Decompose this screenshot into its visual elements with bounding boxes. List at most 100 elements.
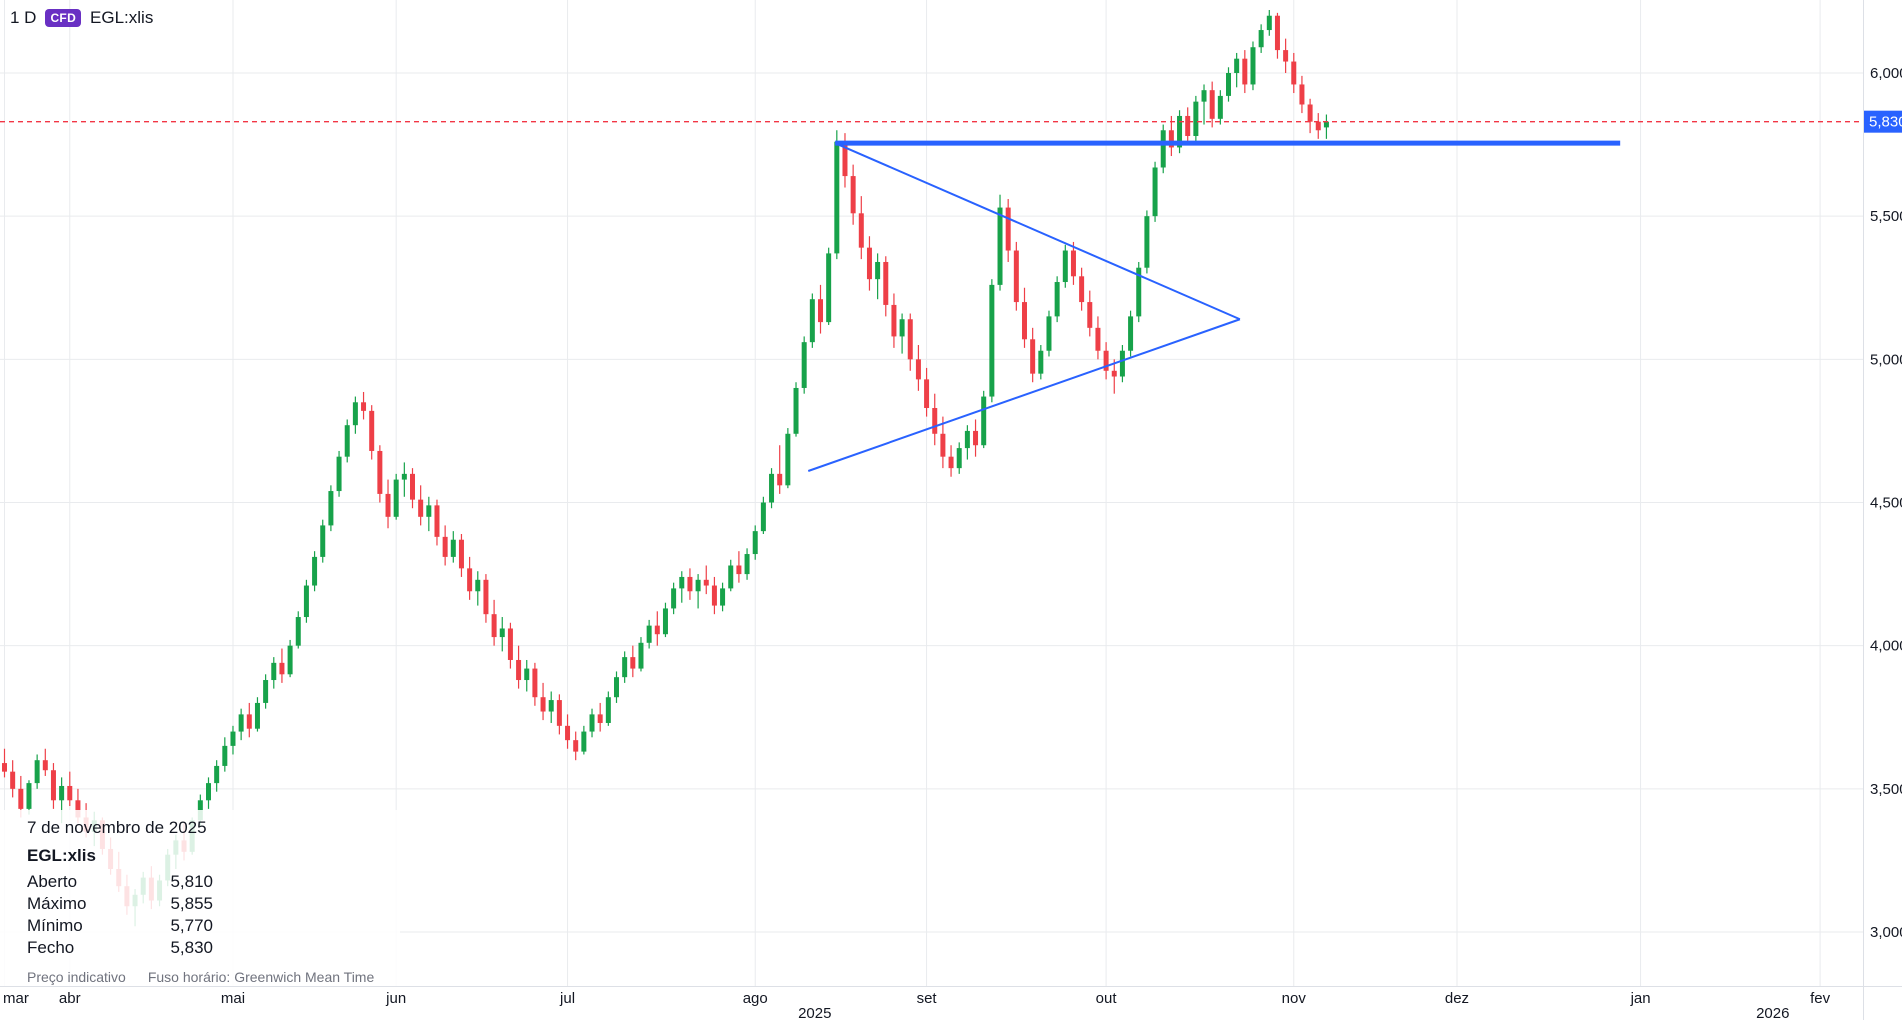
candle bbox=[1185, 107, 1191, 145]
candle bbox=[238, 708, 244, 741]
candle bbox=[1217, 90, 1223, 125]
candle bbox=[1209, 81, 1215, 128]
candle bbox=[711, 576, 717, 615]
candle bbox=[720, 582, 726, 612]
candle bbox=[956, 442, 962, 474]
symbol-header: 1 D CFD EGL:xlis bbox=[10, 8, 153, 28]
candle bbox=[352, 396, 358, 434]
candle bbox=[426, 496, 432, 532]
triangle-lower-trendline[interactable] bbox=[807, 318, 1241, 472]
candle bbox=[638, 637, 644, 672]
candle bbox=[434, 499, 440, 546]
candle bbox=[630, 645, 636, 678]
time-axis-year-label: 2026 bbox=[1756, 1005, 1789, 1020]
candle bbox=[736, 551, 742, 583]
time-axis[interactable]: mar abr mai jun jul ago set out nov dez jan fev 2025… bbox=[3, 990, 1831, 1020]
candle bbox=[344, 419, 350, 463]
high-label: Máximo bbox=[27, 894, 87, 913]
candle bbox=[769, 468, 775, 509]
candle bbox=[475, 571, 481, 606]
candle bbox=[548, 691, 554, 723]
candle bbox=[222, 737, 228, 772]
candle bbox=[809, 293, 815, 348]
candle bbox=[989, 279, 995, 403]
candle bbox=[1046, 310, 1052, 357]
triangle-upper-trendline[interactable] bbox=[834, 142, 1241, 321]
candle bbox=[597, 702, 603, 732]
candle bbox=[728, 559, 734, 592]
high-value: 5,855 bbox=[170, 894, 213, 913]
time-axis-month-label: fev bbox=[1810, 990, 1831, 1007]
candle bbox=[1079, 267, 1085, 311]
candle bbox=[744, 548, 750, 580]
candle bbox=[1274, 12, 1280, 59]
price-axis-label: 4,500 bbox=[1870, 495, 1902, 512]
candle bbox=[981, 390, 987, 449]
svg-text:5,830: 5,830 bbox=[1869, 114, 1902, 131]
candle bbox=[858, 196, 864, 260]
open-value: 5,810 bbox=[170, 872, 213, 891]
candle bbox=[385, 479, 391, 529]
candle bbox=[964, 425, 970, 460]
candle bbox=[524, 659, 530, 692]
candle bbox=[899, 313, 905, 354]
candle bbox=[401, 462, 407, 497]
candle bbox=[2, 748, 7, 778]
candles-series bbox=[2, 10, 1329, 927]
candle bbox=[336, 450, 342, 497]
candle bbox=[1160, 124, 1166, 174]
low-value: 5,770 bbox=[170, 916, 213, 935]
candle bbox=[499, 617, 505, 652]
candle bbox=[10, 760, 16, 798]
close-label: Fecho bbox=[27, 938, 75, 957]
candle bbox=[891, 293, 897, 348]
candle bbox=[614, 671, 619, 703]
tooltip-symbol: EGL:xlis bbox=[27, 846, 96, 865]
candle bbox=[507, 622, 513, 669]
close-value: 5,830 bbox=[170, 938, 213, 957]
candle bbox=[883, 256, 889, 317]
candle bbox=[1087, 290, 1093, 337]
time-axis-month-label: ago bbox=[743, 990, 768, 1007]
candle bbox=[777, 445, 783, 494]
candle bbox=[646, 619, 652, 649]
candle bbox=[1201, 84, 1207, 125]
candle bbox=[581, 725, 587, 755]
candle bbox=[1250, 41, 1256, 91]
tooltip-row-close: Fecho 5,830 bbox=[27, 937, 213, 959]
candle bbox=[760, 496, 766, 534]
candle bbox=[263, 674, 269, 709]
candle bbox=[369, 405, 375, 460]
candle bbox=[948, 445, 954, 477]
grid bbox=[0, 0, 1863, 986]
last-price-badge: 5,830 bbox=[1864, 110, 1902, 133]
candle bbox=[295, 611, 301, 649]
time-axis-month-label: mar bbox=[3, 990, 29, 1007]
candle bbox=[866, 236, 872, 291]
candle bbox=[1038, 345, 1044, 380]
time-axis-month-label: jan bbox=[1630, 990, 1651, 1007]
candle bbox=[1103, 342, 1109, 380]
candle bbox=[254, 697, 260, 732]
candle bbox=[785, 428, 791, 489]
ohlc-data-window: 7 de novembro de 2025 EGL:xlis Aberto 5,… bbox=[0, 810, 400, 986]
candle bbox=[458, 533, 464, 577]
candle bbox=[801, 336, 807, 394]
time-axis-year-label: 2025 bbox=[798, 1005, 831, 1020]
candle bbox=[1226, 67, 1231, 102]
symbol-name[interactable]: EGL:xlis bbox=[90, 8, 154, 27]
candle bbox=[915, 345, 921, 391]
price-axis[interactable]: 3,000 3,500 4,000 4,500 5,000 5,500 6,000 5,830 bbox=[1864, 65, 1902, 941]
candle bbox=[850, 164, 856, 225]
timeframe-label[interactable]: 1 D bbox=[10, 8, 37, 27]
tooltip-row-open: Aberto 5,810 bbox=[27, 871, 213, 893]
candle bbox=[940, 416, 946, 469]
price-axis-label: 5,000 bbox=[1870, 351, 1902, 368]
candle bbox=[907, 313, 913, 371]
candle bbox=[793, 382, 799, 437]
candle bbox=[662, 602, 668, 638]
candle bbox=[491, 599, 497, 646]
candle bbox=[1005, 198, 1011, 262]
